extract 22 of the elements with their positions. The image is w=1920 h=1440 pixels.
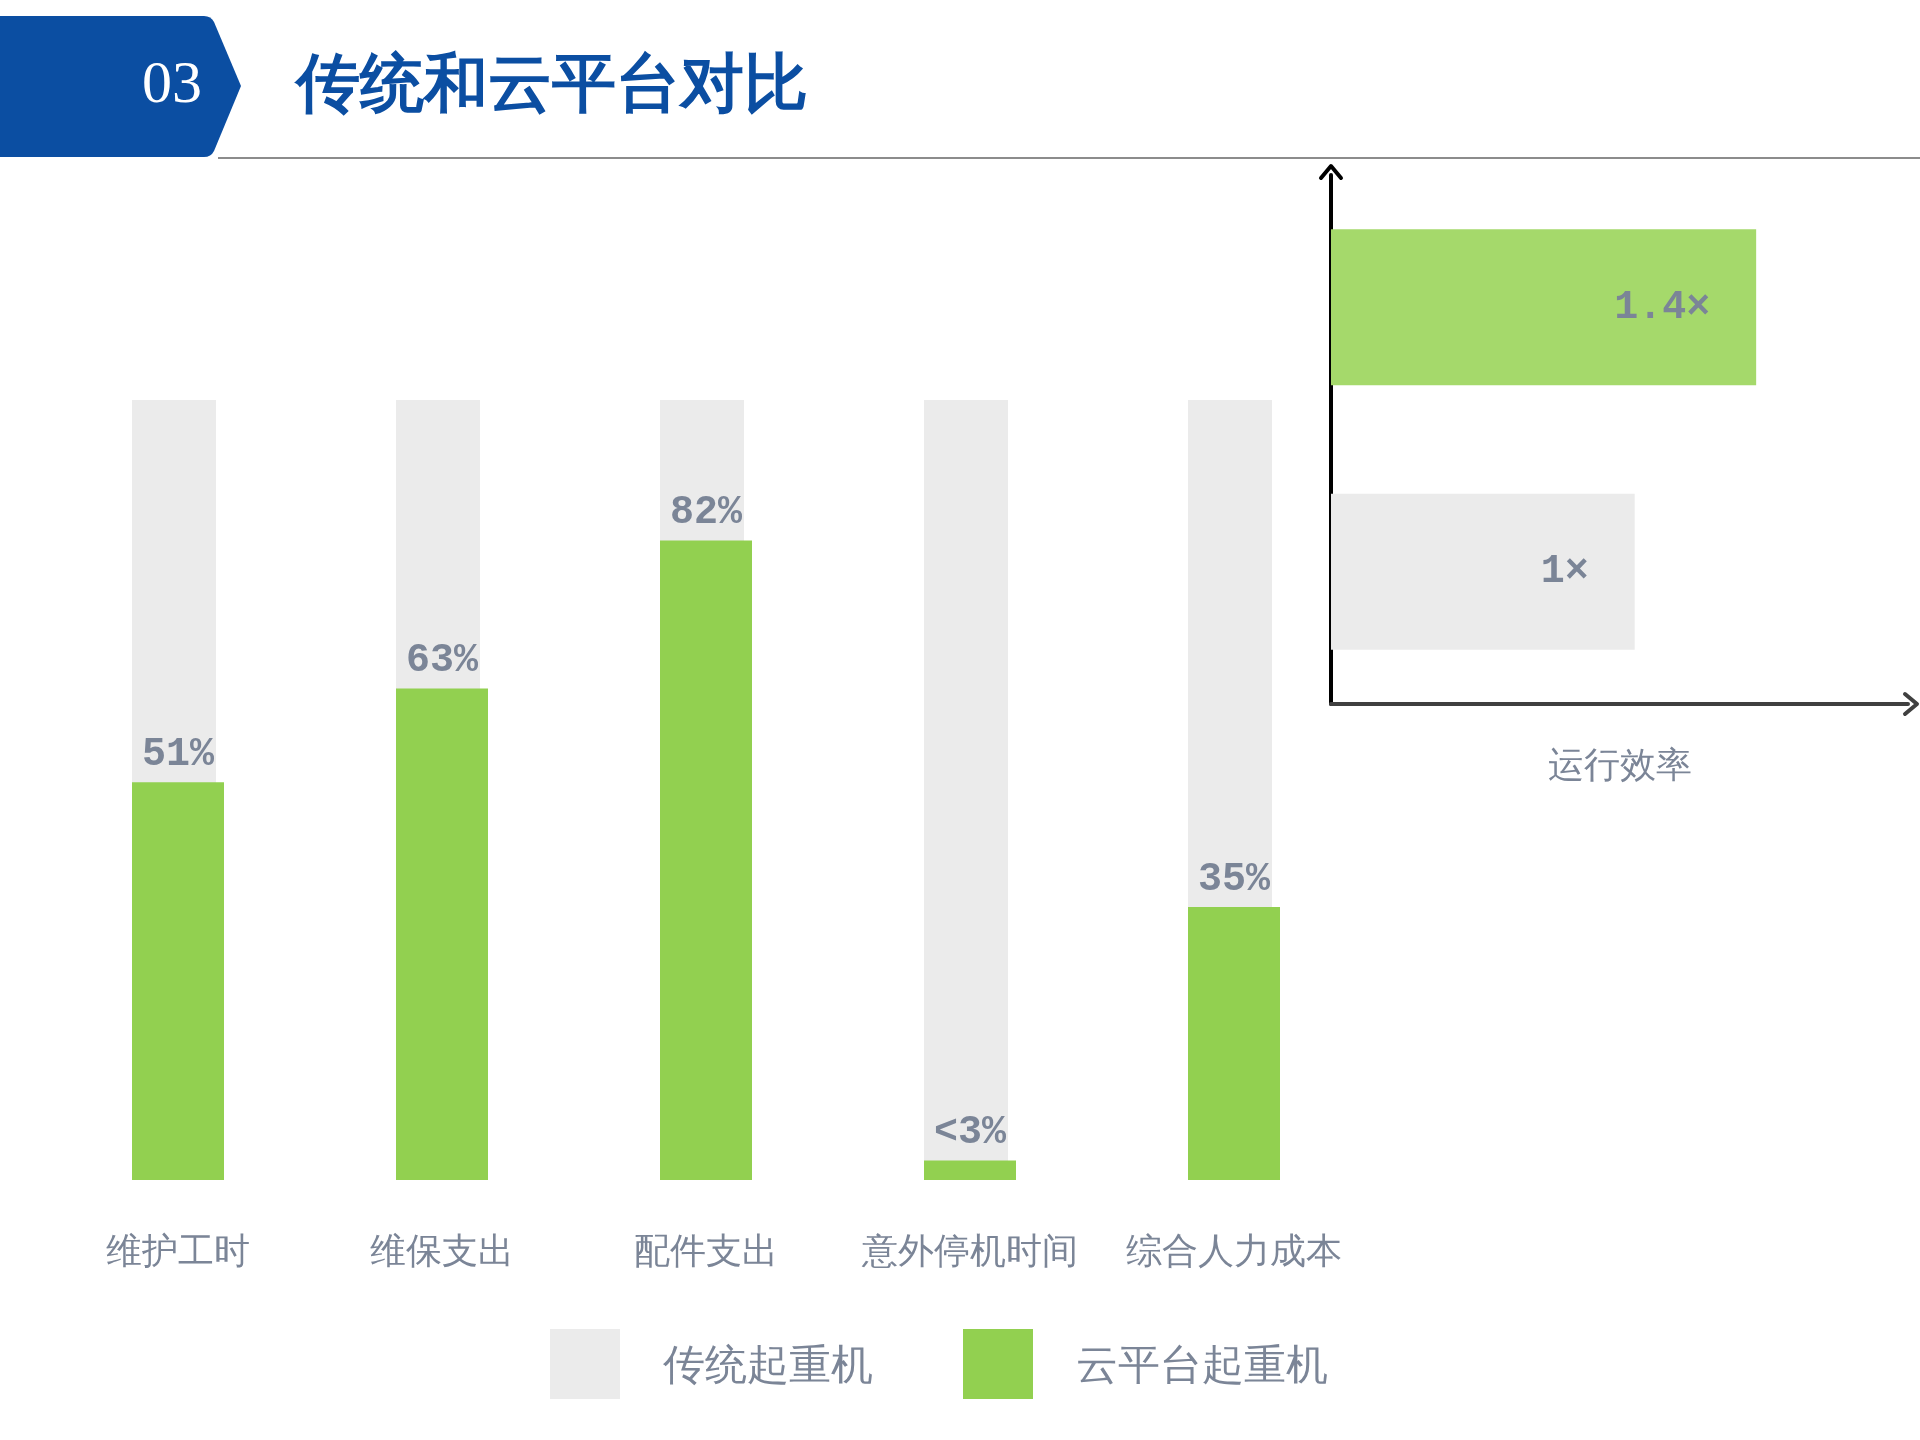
data-label: 63% bbox=[405, 638, 479, 684]
x-tick-label: 意外停机时间 bbox=[861, 1229, 1078, 1271]
data-label: <3% bbox=[933, 1110, 1007, 1155]
data-label: 1.4× bbox=[1614, 284, 1711, 330]
x-tick-label: 维护工时 bbox=[106, 1229, 250, 1271]
x-tick-label: 配件支出 bbox=[634, 1229, 778, 1271]
x-tick-label: 维保支出 bbox=[370, 1229, 514, 1271]
data-label: 82% bbox=[669, 489, 743, 535]
bar bbox=[660, 540, 752, 1180]
x-axis-title: 运行效率 bbox=[1547, 743, 1692, 785]
bar bbox=[132, 782, 224, 1180]
data-label: 35% bbox=[1197, 856, 1271, 902]
legend-label: 云平台起重机 bbox=[1076, 1339, 1328, 1389]
data-label: 1× bbox=[1540, 549, 1589, 595]
legend-label: 传统起重机 bbox=[663, 1339, 873, 1389]
bar bbox=[1188, 907, 1280, 1180]
bar bbox=[924, 1160, 1016, 1180]
data-label: 51% bbox=[141, 731, 215, 777]
x-tick-label: 综合人力成本 bbox=[1126, 1229, 1342, 1271]
chart-title: 传统和云平台对比 bbox=[296, 46, 808, 120]
text: 03 bbox=[141, 49, 203, 115]
bar bbox=[396, 688, 488, 1180]
